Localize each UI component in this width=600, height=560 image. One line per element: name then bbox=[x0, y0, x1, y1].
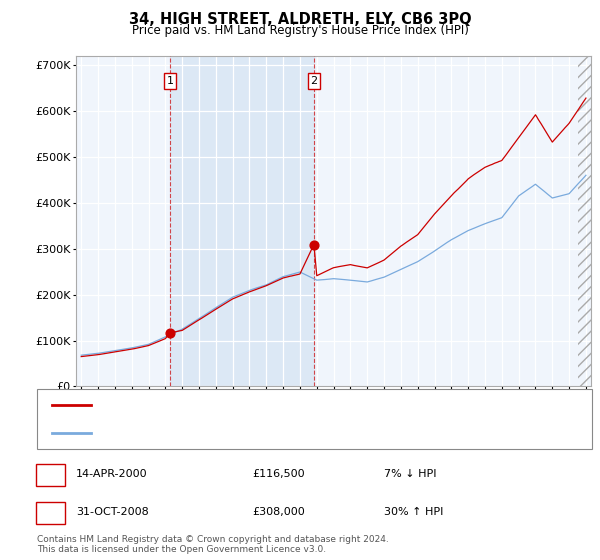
Text: 1: 1 bbox=[47, 469, 54, 479]
Text: 14-APR-2000: 14-APR-2000 bbox=[76, 469, 148, 479]
Bar bbox=[170, 56, 314, 386]
Text: 31-OCT-2008: 31-OCT-2008 bbox=[76, 507, 149, 517]
Text: £308,000: £308,000 bbox=[252, 507, 305, 517]
Text: Price paid vs. HM Land Registry's House Price Index (HPI): Price paid vs. HM Land Registry's House … bbox=[131, 24, 469, 36]
Bar bbox=[578, 56, 595, 386]
Text: Contains HM Land Registry data © Crown copyright and database right 2024.
This d: Contains HM Land Registry data © Crown c… bbox=[37, 535, 389, 554]
Text: 2: 2 bbox=[47, 507, 54, 517]
Bar bbox=[578, 56, 595, 386]
Text: 30% ↑ HPI: 30% ↑ HPI bbox=[384, 507, 443, 517]
Point bbox=[165, 329, 175, 338]
Text: £116,500: £116,500 bbox=[252, 469, 305, 479]
Point bbox=[309, 241, 319, 250]
Text: 7% ↓ HPI: 7% ↓ HPI bbox=[384, 469, 437, 479]
Text: HPI: Average price, detached house, East Cambridgeshire: HPI: Average price, detached house, East… bbox=[102, 428, 404, 438]
Text: 34, HIGH STREET, ALDRETH, ELY, CB6 3PQ: 34, HIGH STREET, ALDRETH, ELY, CB6 3PQ bbox=[128, 12, 472, 27]
Text: 1: 1 bbox=[167, 76, 173, 86]
Text: 2: 2 bbox=[310, 76, 317, 86]
Text: 34, HIGH STREET, ALDRETH, ELY, CB6 3PQ (detached house): 34, HIGH STREET, ALDRETH, ELY, CB6 3PQ (… bbox=[102, 400, 417, 410]
